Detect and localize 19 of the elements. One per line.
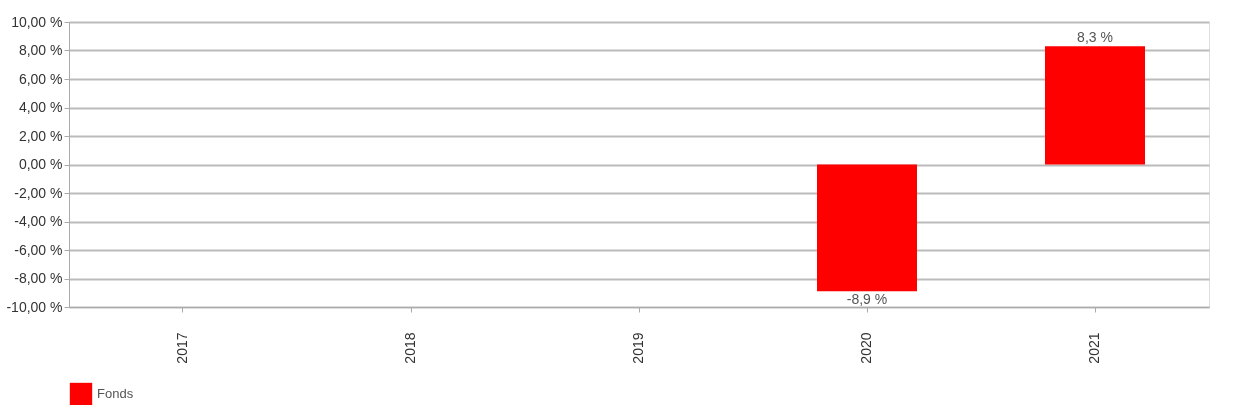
y-tick-label: -4,00 % (14, 213, 63, 229)
data-label: 8,3 % (1077, 29, 1113, 46)
x-tick-label: 2020 (858, 332, 874, 364)
data-label: -8,9 % (846, 291, 888, 308)
x-tick-label: 2021 (1086, 332, 1102, 364)
y-tick-label: -10,00 % (6, 298, 63, 315)
y-tick-label: 8,00 % (18, 42, 63, 58)
y-tick-label: 0,00 % (18, 156, 63, 172)
y-tick-label: 6,00 % (18, 70, 63, 87)
y-tick-label: 4,00 % (18, 99, 63, 115)
x-tick-label: 2018 (402, 332, 418, 364)
y-tick-label: -8,00 % (14, 270, 63, 286)
y-tick-label: 10,00 % (11, 13, 63, 30)
y-tick-label: -2,00 % (14, 184, 63, 201)
x-tick-label: 2019 (630, 332, 646, 364)
y-tick-label: 2,00 % (18, 127, 63, 144)
legend-label: Fonds (97, 386, 134, 401)
x-tick-label: 2017 (174, 332, 190, 364)
y-tick-label: -6,00 % (14, 241, 63, 258)
